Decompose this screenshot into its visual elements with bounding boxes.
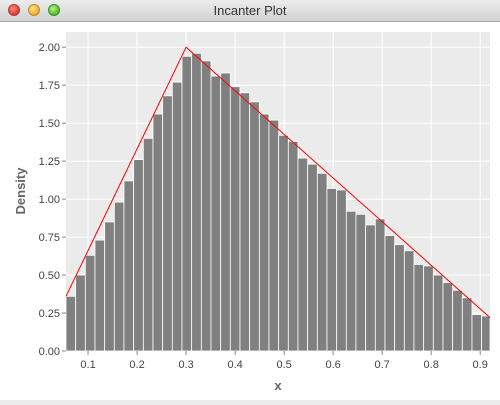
x-tick-label: 0.1 <box>80 359 95 371</box>
close-button[interactable] <box>8 4 20 16</box>
x-tick-label: 0.9 <box>473 359 488 371</box>
histogram-chart: 0.1 0.2 0.3 0.4 0.5 0.6 0.7 0.8 0.9 0.00 0.25 0.50… <box>13 32 491 393</box>
histogram-bar <box>65 295 77 352</box>
histogram-bar <box>355 213 367 352</box>
title-bar[interactable]: Incanter Plot <box>0 0 500 22</box>
histogram-bar <box>365 224 376 352</box>
histogram-bar <box>171 81 183 352</box>
x-tick-label: 0.2 <box>129 359 144 371</box>
y-tick-label: 0.50 <box>39 270 60 282</box>
histogram-bar <box>307 163 318 352</box>
histogram-bar <box>316 172 328 352</box>
histogram-bar <box>461 297 473 352</box>
histogram-bar <box>471 314 483 352</box>
y-tick-label: 1.50 <box>39 118 60 130</box>
histogram-bar <box>258 113 270 352</box>
histogram-bar <box>123 180 135 352</box>
bars-layer <box>65 52 491 352</box>
histogram-bar <box>481 315 491 352</box>
y-tick-label: 0.00 <box>39 346 60 358</box>
x-tick-layer: 0.1 0.2 0.3 0.4 0.5 0.6 0.7 0.8 0.9 <box>80 351 488 371</box>
histogram-bar <box>104 221 115 352</box>
histogram-bar <box>403 250 415 352</box>
chart-area: 0.1 0.2 0.3 0.4 0.5 0.6 0.7 0.8 0.9 0.00 0.25 0.50… <box>0 22 500 400</box>
y-tick-label: 2.00 <box>39 42 60 54</box>
y-tick-label: 0.25 <box>39 308 60 320</box>
histogram-bar <box>162 95 173 352</box>
histogram-bar <box>152 113 164 352</box>
density-line <box>65 46 491 318</box>
y-tick-label: 1.25 <box>39 156 60 168</box>
histogram-bar <box>181 55 193 352</box>
histogram-bar <box>200 60 212 352</box>
x-tick-label: 0.8 <box>424 359 439 371</box>
histogram-bar <box>413 264 425 352</box>
minimize-button[interactable] <box>28 4 40 16</box>
histogram-bar <box>278 134 289 352</box>
histogram-bar <box>113 201 125 352</box>
x-tick-label: 0.5 <box>276 359 291 371</box>
histogram-bar <box>394 244 405 352</box>
histogram-bar <box>326 188 338 352</box>
histogram-bar <box>239 92 251 352</box>
histogram-bar <box>210 75 222 352</box>
zoom-button[interactable] <box>48 4 60 16</box>
histogram-bar <box>133 159 144 352</box>
y-tick-layer: 0.00 0.25 0.50 0.75 1.00 1.25 1.50 1.75 2.00 <box>39 42 66 358</box>
window-title: Incanter Plot <box>213 3 287 18</box>
y-axis-label: Density <box>13 167 28 215</box>
x-tick-label: 0.7 <box>375 359 390 371</box>
histogram-bar <box>84 254 96 352</box>
y-tick-label: 0.75 <box>39 232 60 244</box>
histogram-bar <box>452 289 463 352</box>
x-tick-label: 0.4 <box>227 359 242 371</box>
histogram-bar <box>191 52 202 352</box>
histogram-bar <box>229 86 241 352</box>
histogram-bar <box>249 101 260 352</box>
x-tick-label: 0.6 <box>325 359 340 371</box>
histogram-bar <box>374 218 386 352</box>
histogram-bar <box>142 137 154 352</box>
histogram-bar <box>345 210 357 352</box>
y-tick-label: 1.00 <box>39 194 60 206</box>
histogram-bar <box>220 72 231 352</box>
histogram-bar <box>268 119 280 352</box>
y-tick-label: 1.75 <box>39 80 60 92</box>
histogram-bar <box>423 265 434 352</box>
histogram-bar <box>442 282 454 352</box>
x-axis-label: x <box>274 378 282 393</box>
histogram-bar <box>297 157 309 352</box>
histogram-bar <box>384 235 396 352</box>
density-line-layer <box>65 46 491 318</box>
histogram-bar <box>336 189 347 352</box>
x-tick-label: 0.3 <box>178 359 193 371</box>
histogram-bar <box>75 274 86 352</box>
histogram-bar <box>432 274 444 352</box>
histogram-bar <box>287 140 299 352</box>
histogram-bar <box>94 239 106 352</box>
